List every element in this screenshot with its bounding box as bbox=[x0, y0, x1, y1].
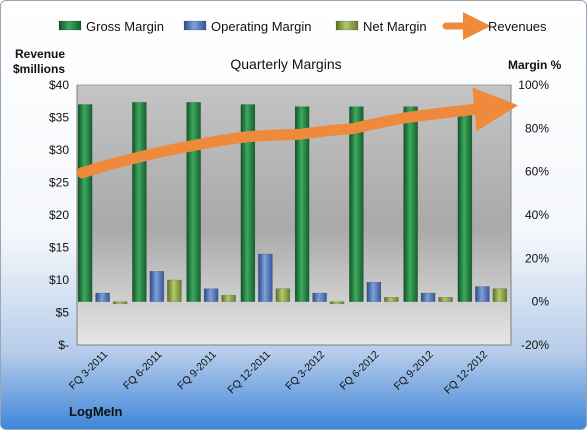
category-label: FQ 9-2011 bbox=[175, 349, 219, 393]
category-label: FQ 12-2011 bbox=[225, 349, 273, 397]
left-axis-title-line1: Revenue bbox=[15, 47, 65, 61]
right-tick-label: 80% bbox=[525, 121, 549, 135]
operating-margin-bar-3 bbox=[203, 288, 219, 302]
left-tick-label: $35 bbox=[49, 111, 69, 125]
net-margin-bar-5 bbox=[329, 301, 345, 305]
legend-label: Revenues bbox=[488, 19, 547, 34]
left-axis-title-line2: $millions bbox=[13, 62, 65, 76]
gross-margin-bar-6 bbox=[349, 106, 364, 302]
operating-margin-bar-8 bbox=[475, 286, 490, 302]
gross-margin-bar-1 bbox=[77, 104, 93, 302]
net-margin-bar-8 bbox=[492, 288, 508, 302]
category-label: FQ 9-2012 bbox=[392, 349, 436, 393]
right-tick-label: 20% bbox=[525, 251, 549, 265]
category-label: FQ 6-2012 bbox=[338, 349, 382, 393]
right-tick-label: 100% bbox=[518, 78, 549, 92]
right-axis-title: Margin % bbox=[508, 58, 562, 72]
operating-margin-bar-2 bbox=[149, 271, 165, 302]
revenue-line-group bbox=[76, 87, 519, 179]
legend-label: Operating Margin bbox=[211, 19, 311, 34]
legend-label: Net Margin bbox=[363, 19, 427, 34]
left-tick-label: $25 bbox=[49, 176, 69, 190]
net-margin-bar-4 bbox=[275, 288, 291, 302]
net-margin-bar-7 bbox=[438, 297, 453, 302]
operating-margin-bar-4 bbox=[258, 253, 273, 302]
category-label: FQ 6-2011 bbox=[121, 349, 165, 393]
operating-margin-bar-6 bbox=[366, 281, 382, 302]
right-tick-label: 0% bbox=[532, 295, 550, 309]
legend-swatch-gross-margin bbox=[58, 20, 82, 31]
legend-label: Gross Margin bbox=[86, 19, 164, 34]
left-tick-label: $15 bbox=[49, 241, 69, 255]
left-tick-label: $20 bbox=[49, 208, 69, 222]
net-margin-bar-6 bbox=[384, 297, 399, 302]
revenues-line bbox=[76, 87, 519, 179]
gross-margin-bar-4 bbox=[240, 104, 256, 302]
right-tick-label: -20% bbox=[521, 338, 549, 352]
right-tick-label: 60% bbox=[525, 165, 549, 179]
operating-margin-bar-7 bbox=[420, 292, 436, 302]
left-tick-label: $30 bbox=[49, 143, 69, 157]
operating-margin-bar-1 bbox=[95, 292, 110, 302]
gross-margin-bar-2 bbox=[132, 102, 147, 302]
left-tick-label: $40 bbox=[49, 78, 69, 92]
left-tick-label: $5 bbox=[56, 306, 70, 320]
company-label: LogMeIn bbox=[69, 404, 122, 419]
right-tick-label: 40% bbox=[525, 208, 549, 222]
net-margin-bar-2 bbox=[167, 279, 182, 302]
category-label: FQ 3-2011 bbox=[67, 349, 111, 393]
gross-margin-bar-3 bbox=[186, 102, 201, 302]
legend: Gross Margin Operating Margin Net Margin Re… bbox=[58, 12, 547, 40]
gross-margin-bar-7 bbox=[403, 106, 418, 302]
net-margin-bar-1 bbox=[112, 301, 128, 305]
gross-margin-bar-5 bbox=[294, 106, 310, 302]
gross-margin-bar-8 bbox=[457, 106, 473, 302]
net-margin-bar-3 bbox=[221, 294, 236, 302]
operating-margin-bar-5 bbox=[312, 292, 327, 302]
legend-swatch-net-margin bbox=[335, 20, 359, 31]
chart-title: Quarterly Margins bbox=[230, 56, 341, 72]
left-tick-label: $10 bbox=[49, 273, 69, 287]
category-label: FQ 3-2012 bbox=[283, 349, 327, 393]
left-tick-label: $- bbox=[58, 338, 69, 352]
legend-swatch-operating-margin bbox=[183, 20, 207, 31]
category-label: FQ 12-2012 bbox=[442, 349, 490, 397]
